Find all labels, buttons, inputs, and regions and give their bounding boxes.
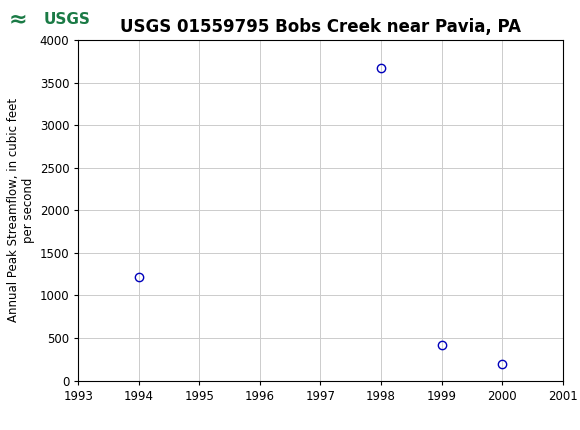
Title: USGS 01559795 Bobs Creek near Pavia, PA: USGS 01559795 Bobs Creek near Pavia, PA [120, 18, 521, 36]
Text: ≈: ≈ [9, 9, 27, 29]
Text: USGS: USGS [44, 12, 90, 27]
Y-axis label: Annual Peak Streamflow, in cubic feet
per second: Annual Peak Streamflow, in cubic feet pe… [8, 98, 35, 322]
FancyBboxPatch shape [2, 2, 124, 36]
